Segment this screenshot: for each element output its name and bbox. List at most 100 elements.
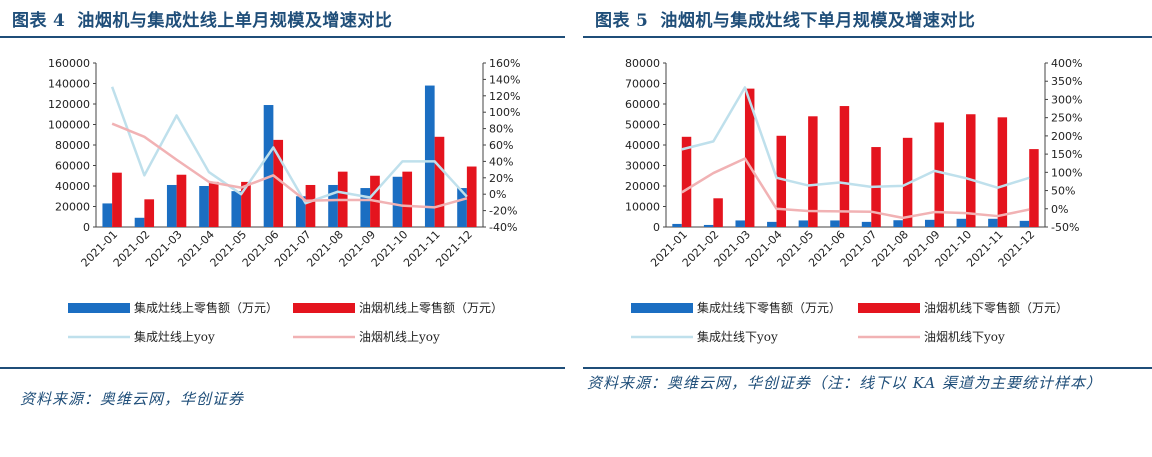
legend-label: 油烟机线下零售额（万元）	[924, 300, 1068, 315]
legend-swatch	[858, 303, 920, 313]
y-tick-label: 10000	[625, 201, 660, 214]
y2-tick-label: 100%	[489, 106, 520, 119]
legend-label: 油烟机线下yoy	[924, 330, 1005, 344]
line-series-c	[110, 86, 468, 205]
figure-4-title: 图表 4 油烟机与集成灶线上单月规模及增速对比	[12, 6, 392, 31]
bar-series-a	[424, 85, 435, 227]
y2-tick-label: 50%	[1051, 185, 1075, 198]
y2-tick-label: 140%	[489, 73, 520, 86]
y-tick-label: 80000	[625, 57, 660, 70]
y2-tick-label: 0%	[489, 188, 506, 201]
figure-5-label: 图表	[595, 11, 630, 31]
bar-series-b	[1029, 149, 1039, 227]
y-tick-label: 0	[653, 221, 660, 234]
figure-4-top-rule	[0, 36, 565, 38]
bar-series-a	[263, 105, 274, 227]
bar-series-a	[988, 218, 998, 227]
figure-5-bottom-rule	[583, 367, 1152, 369]
bar-series-b	[713, 198, 723, 227]
y-tick-label: 100000	[48, 119, 90, 132]
figure-4-title-text: 油烟机与集成灶线上单月规模及增速对比	[77, 11, 393, 31]
bar-series-a	[767, 221, 777, 227]
bar-series-a	[295, 196, 306, 227]
y-tick-label: 0	[83, 221, 90, 234]
bar-series-a	[735, 220, 745, 227]
figure-5-panel: 图表 5 油烟机与集成灶线下单月规模及增速对比 0 10000 20000 30000 40…	[583, 0, 1152, 457]
line-series-d	[111, 122, 468, 209]
y2-tick-label: 350%	[1051, 75, 1082, 88]
bar-series-b	[997, 117, 1008, 227]
y-tick-label: 60000	[55, 160, 90, 173]
bar-series-b	[681, 136, 692, 227]
y2-tick-label: 150%	[1051, 148, 1082, 161]
bar-series-a	[893, 220, 903, 227]
y2-tick-label: 400%	[1051, 57, 1082, 70]
y-tick-label: 20000	[55, 201, 90, 214]
figure-5-top-rule	[583, 36, 1152, 38]
figure-5-source: 资料来源：奥维云网，华创证券（注：线下以 KA 渠道为主要统计样本）	[587, 374, 1102, 392]
figure-4-chart: 0 20000 40000 60000 80000 100000 120000 140000 1…	[48, 57, 520, 344]
bar-series-b	[402, 171, 413, 227]
y-tick-label: 60000	[625, 98, 660, 111]
bar-series-a	[360, 188, 371, 227]
legend-label: 油烟机线上yoy	[359, 330, 440, 344]
figure-5-title-text: 油烟机与集成灶线下单月规模及增速对比	[660, 11, 976, 31]
y2-tick-label: 40%	[489, 155, 513, 168]
bar-series-b	[966, 114, 976, 227]
bar-series-b	[241, 181, 251, 227]
y-tick-label: 80000	[55, 139, 90, 152]
bar-series-a	[1019, 220, 1030, 227]
bar-series-a	[672, 223, 682, 227]
legend-label: 集成灶线下yoy	[697, 329, 778, 344]
y2-tick-label: 100%	[1051, 166, 1082, 179]
bar-series-b	[839, 106, 850, 227]
bar-series-a	[703, 224, 714, 227]
bar-series-b	[273, 139, 284, 227]
legend-label: 集成灶线上yoy	[134, 329, 215, 344]
figure-5-number: 5	[636, 11, 649, 31]
figure-4-label: 图表	[12, 11, 47, 31]
bar-series-a	[134, 217, 145, 227]
legend-swatch	[293, 303, 355, 313]
y2-tick-label: -40%	[489, 221, 517, 234]
bar-series-a	[798, 220, 809, 227]
bar-series-a	[102, 203, 113, 227]
y-tick-label: 140000	[48, 78, 90, 91]
bar-series-b	[176, 174, 187, 227]
y2-tick-label: 160%	[489, 57, 520, 70]
bar-series-a	[392, 176, 403, 227]
y-tick-label: 70000	[625, 78, 660, 91]
figure-5-chart: 0 10000 20000 30000 40000 50000 60000 70000 8000…	[625, 57, 1082, 344]
bar-series-b	[305, 184, 316, 227]
bar-series-a	[956, 218, 967, 227]
bar-series-b	[934, 122, 944, 227]
y2-tick-label: 0%	[1051, 203, 1068, 216]
bar-series-a	[328, 184, 338, 227]
bar-series-b	[466, 166, 477, 227]
bar-series-a	[166, 184, 177, 227]
bar-series-a	[231, 191, 242, 227]
figure-4-panel: 图表 4 油烟机与集成灶线上单月规模及增速对比 0 20000 40000 60000 80…	[0, 0, 565, 457]
bar-series-a	[199, 186, 209, 227]
figure-5-title: 图表 5 油烟机与集成灶线下单月规模及增速对比	[595, 6, 975, 31]
bar-series-b	[144, 199, 155, 227]
bar-series-a	[457, 188, 467, 227]
line-series-d	[681, 157, 1030, 220]
y-tick-label: 120000	[48, 98, 90, 111]
legend-swatch	[631, 303, 693, 313]
bar-series-a	[830, 220, 840, 227]
y2-tick-label: 120%	[489, 90, 520, 103]
figure-4-source: 资料来源：奥维云网，华创证券	[20, 390, 245, 408]
figure-4-number: 4	[53, 11, 66, 31]
line-series-c	[681, 86, 1030, 189]
y-tick-label: 160000	[48, 57, 90, 70]
bar-series-a	[861, 221, 872, 227]
bar-series-b	[744, 88, 755, 227]
figure-4-bottom-rule	[0, 367, 565, 369]
bar-series-b	[434, 136, 445, 227]
y2-tick-label: 60%	[489, 139, 513, 152]
y2-tick-label: 20%	[489, 172, 513, 185]
y2-tick-label: -50%	[1051, 221, 1079, 234]
y2-tick-label: 80%	[489, 123, 513, 136]
legend-swatch	[68, 303, 130, 313]
